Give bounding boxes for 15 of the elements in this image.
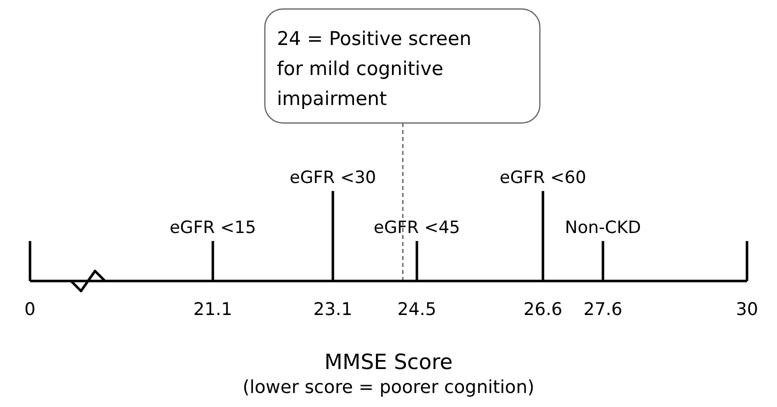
data-label: 26.6: [523, 300, 562, 320]
data-label: 24.5: [397, 300, 436, 320]
text: MMSE Score: [324, 350, 453, 374]
text: (lower score = poorer cognition): [242, 377, 534, 398]
data-label: 23.1: [313, 300, 352, 320]
data-label: 27.6: [583, 300, 622, 320]
category-label: eGFR <15: [170, 218, 256, 238]
text: 24 = Positive screen for mild cognitive impairment: [276, 28, 472, 110]
category-label: eGFR <30: [290, 168, 376, 188]
data-label: 0: [24, 300, 36, 320]
data-label: 21.1: [193, 300, 232, 320]
category-label: eGFR <45: [374, 218, 460, 238]
category-label: eGFR <60: [500, 168, 586, 188]
category-label: Non-CKD: [564, 218, 642, 238]
data-label: 30: [736, 300, 758, 320]
